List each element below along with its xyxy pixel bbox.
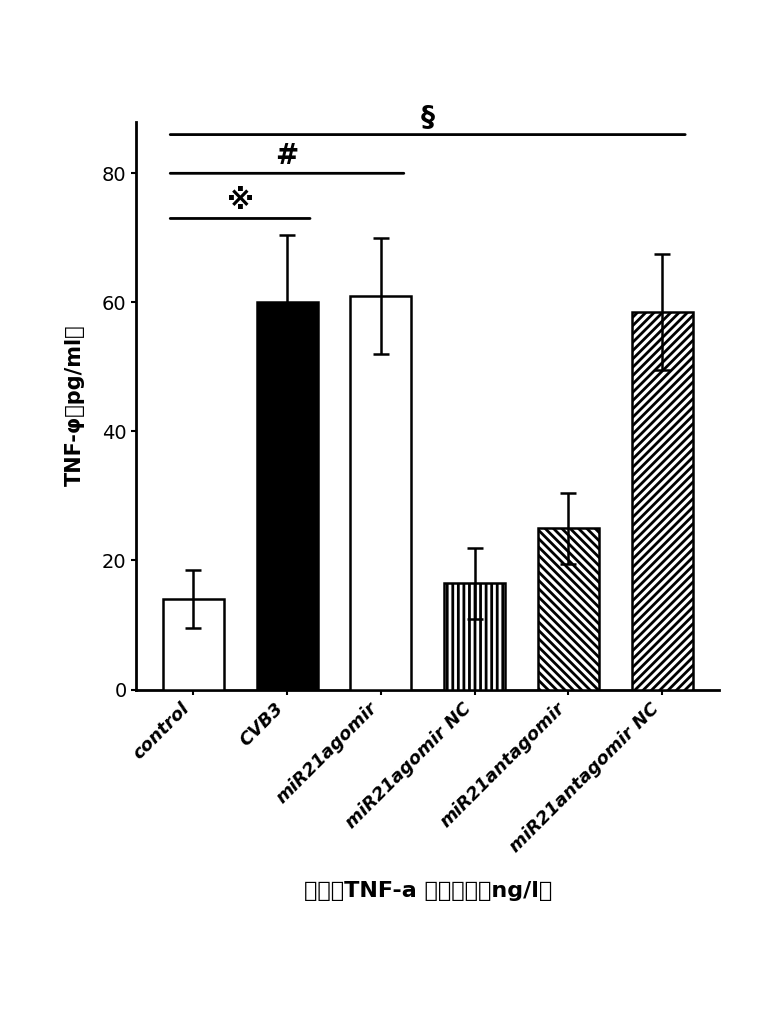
Bar	[631, 312, 693, 690]
Text: §: §	[421, 103, 435, 132]
Text: #: #	[276, 142, 299, 170]
Bar	[444, 583, 505, 690]
Bar	[350, 296, 411, 690]
X-axis label: 外周血TNF-a 定量检测（ng/l）: 外周血TNF-a 定量检测（ng/l）	[304, 880, 552, 900]
Text: ※: ※	[226, 188, 254, 215]
Bar	[257, 302, 317, 690]
Bar	[538, 528, 599, 690]
Y-axis label: TNF-φ〈pg/ml〉: TNF-φ〈pg/ml〉	[65, 324, 86, 487]
Bar	[163, 599, 224, 690]
